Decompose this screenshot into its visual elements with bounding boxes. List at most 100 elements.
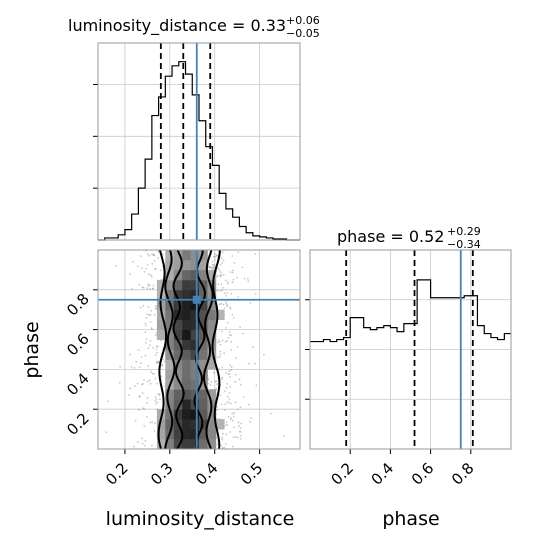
scatter-point xyxy=(217,283,220,286)
scatter-point xyxy=(234,435,237,438)
scatter-point xyxy=(227,416,230,418)
density-cell xyxy=(165,289,175,301)
density-cell xyxy=(173,389,183,400)
scatter-point xyxy=(230,348,233,351)
density-cell xyxy=(207,429,217,440)
density-cell xyxy=(199,250,208,261)
scatter-point xyxy=(137,265,139,268)
scatter-point xyxy=(145,338,148,340)
density-cell xyxy=(207,349,217,360)
scatter-point xyxy=(249,420,251,423)
density-cell xyxy=(190,359,200,370)
scatter-point xyxy=(216,443,219,446)
scatter-point xyxy=(221,376,224,379)
scatter-point xyxy=(219,355,221,358)
scatter-point xyxy=(145,342,147,344)
density-cell xyxy=(182,439,191,449)
scatter-point xyxy=(131,260,134,263)
scatter-point xyxy=(153,372,155,375)
scatter-point xyxy=(216,255,218,257)
scatter-point xyxy=(218,269,221,272)
scatter-point xyxy=(134,385,137,387)
density-cell xyxy=(165,339,175,350)
phase-hist-x-tick-label-3: 0.8 xyxy=(448,459,478,489)
scatter-point xyxy=(106,400,109,403)
luminosity-distance-y-ticks xyxy=(93,83,98,189)
luminosity-distance-title-upper: +0.06 xyxy=(286,14,320,27)
scatter-point xyxy=(158,393,161,395)
phase-title-upper: +0.29 xyxy=(447,225,481,238)
scatter-point xyxy=(139,395,141,398)
density-cell xyxy=(173,259,183,271)
scatter-point xyxy=(155,361,158,364)
luminosity-distance-histogram-grid xyxy=(98,43,300,240)
density-cell xyxy=(182,319,191,330)
density-cell xyxy=(165,319,175,330)
scatter-point xyxy=(137,349,140,351)
scatter-point xyxy=(146,287,149,290)
scatter-point xyxy=(218,368,220,371)
scatter-point xyxy=(230,369,233,371)
scatter-point xyxy=(147,347,150,350)
phase-histogram-frame xyxy=(309,249,512,450)
scatter-point xyxy=(143,408,146,411)
scatter-point xyxy=(249,302,252,304)
scatter-point xyxy=(151,328,153,330)
scatter-point xyxy=(220,403,223,406)
scatter-point xyxy=(149,421,152,424)
scatter-point xyxy=(255,384,258,387)
scatter-point xyxy=(248,362,250,365)
scatter-point xyxy=(136,382,139,385)
luminosity-distance-histogram-step xyxy=(98,61,300,241)
contour-middle-left xyxy=(164,250,176,449)
density-cell xyxy=(156,319,166,330)
scatter-point xyxy=(250,417,253,420)
scatter-point xyxy=(217,267,220,270)
scatter-point xyxy=(141,437,144,440)
density-cell xyxy=(173,329,183,340)
scatter-point xyxy=(231,255,234,257)
phase-y-tick-label-1: 0.4 xyxy=(63,370,93,400)
density-cell xyxy=(199,409,208,420)
density-cell xyxy=(182,389,191,400)
joint-density-heatmap-cells xyxy=(156,250,225,449)
scatter-point xyxy=(144,322,147,325)
scatter-point xyxy=(229,376,232,378)
scatter-point xyxy=(222,286,224,289)
contour-outer-right xyxy=(211,250,221,449)
density-cell xyxy=(182,279,191,291)
density-cell xyxy=(207,309,217,320)
scatter-point xyxy=(129,273,132,275)
scatter-point xyxy=(243,277,246,280)
density-cell xyxy=(165,269,175,281)
density-cell xyxy=(199,439,208,449)
scatter-point xyxy=(230,340,233,343)
scatter-point xyxy=(153,430,156,432)
scatter-point xyxy=(224,301,227,303)
density-cell xyxy=(182,339,191,350)
density-cell xyxy=(182,289,191,301)
scatter-point xyxy=(129,387,132,390)
scatter-point xyxy=(152,284,155,287)
scatter-point xyxy=(148,273,150,276)
scatter-point xyxy=(213,371,215,374)
phase-hist-x-tick-labels: 0.2 0.4 0.6 0.8 xyxy=(327,449,478,489)
scatter-point xyxy=(225,371,227,374)
scatter-point xyxy=(221,438,224,441)
density-cell xyxy=(199,319,208,330)
scatter-point xyxy=(154,396,157,398)
density-cell xyxy=(182,369,191,380)
scatter-point xyxy=(154,308,157,310)
scatter-point xyxy=(210,267,213,269)
scatter-point xyxy=(146,396,149,399)
scatter-point xyxy=(228,392,231,394)
scatter-point xyxy=(241,266,244,269)
phase-y-tick-label-3: 0.8 xyxy=(63,290,93,320)
phase-histogram-grid xyxy=(310,250,511,449)
luminosity-distance-histogram-panel: luminosity_distance = 0.33 +0.06 −0.05 xyxy=(68,14,320,241)
scatter-point xyxy=(246,277,249,280)
scatter-point xyxy=(218,303,221,306)
scatter-point xyxy=(219,274,222,277)
scatter-point xyxy=(233,411,236,414)
scatter-point xyxy=(115,265,117,267)
